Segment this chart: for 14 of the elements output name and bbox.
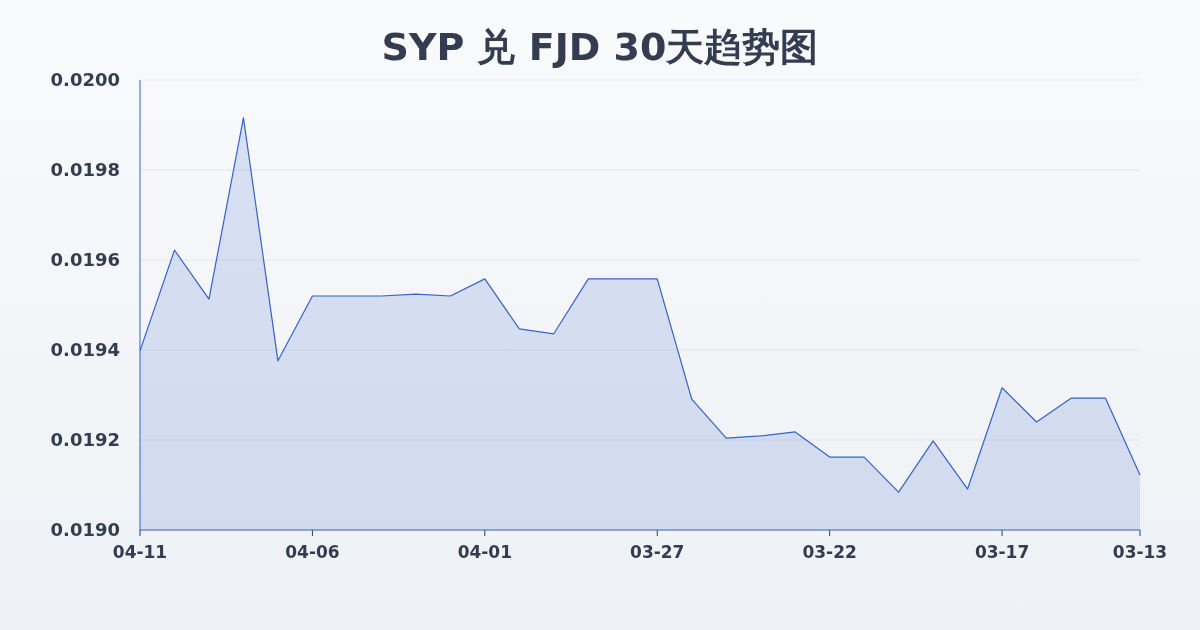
y-tick-label: 0.0192	[50, 429, 120, 450]
x-tick-label: 03-13	[1112, 542, 1168, 562]
x-tick-label: 03-22	[802, 542, 857, 562]
y-tick-label: 0.0200	[50, 69, 120, 90]
chart-title: SYP 兑 FJD 30天趋势图	[381, 25, 819, 69]
x-tick-label: 03-17	[974, 542, 1030, 562]
y-tick-label: 0.0194	[50, 339, 120, 360]
y-tick-label: 0.0198	[50, 159, 120, 180]
y-tick-label: 0.0190	[50, 519, 120, 540]
x-tick-label: 04-11	[112, 542, 168, 562]
x-tick-label: 04-06	[285, 542, 340, 562]
x-tick-label: 03-27	[630, 542, 685, 562]
y-tick-label: 0.0196	[50, 249, 120, 270]
x-tick-label: 04-01	[457, 542, 513, 562]
